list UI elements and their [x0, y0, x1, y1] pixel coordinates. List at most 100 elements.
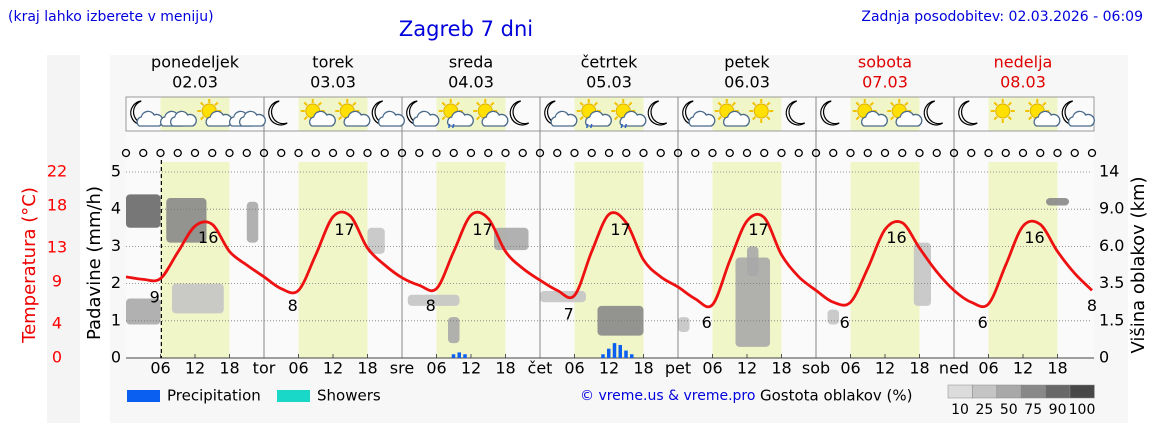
temp-label: 6: [840, 313, 850, 332]
sun-ray: [476, 115, 481, 121]
sun-ray: [628, 101, 633, 107]
sun-ray: [993, 115, 998, 121]
wind-calm: [1087, 148, 1097, 158]
wind-calm: [225, 148, 234, 158]
x-tick-label: 06: [150, 359, 170, 378]
x-tick-label: pet: [665, 359, 691, 378]
y2-tick-label: 14: [1099, 162, 1119, 181]
weather-icon: [820, 100, 840, 126]
precip-bar: [624, 350, 628, 358]
cloud-patch: [448, 317, 460, 344]
wind-calm: [190, 148, 200, 158]
temperature-line: [125, 210, 1093, 309]
sun-ray: [904, 101, 909, 107]
cloud-icon: [481, 110, 509, 127]
y-tick-label: 2: [111, 273, 121, 292]
rain-icon: [586, 123, 593, 129]
sun-ray: [490, 101, 495, 107]
sun-ray: [766, 101, 771, 107]
weather-icon: [852, 99, 888, 127]
sun-ray: [579, 101, 584, 107]
wind-calm: [432, 148, 441, 158]
left-band: [47, 55, 80, 423]
cloud-patch: [126, 194, 161, 228]
temp-label: 16: [886, 228, 906, 247]
wind-calm: [242, 148, 251, 158]
x-tick-label: 12: [875, 359, 895, 378]
cloud-icon: [412, 110, 440, 127]
wind-calm: [880, 148, 890, 158]
x-tick-label: 06: [288, 359, 308, 378]
precip-bar: [607, 348, 611, 358]
wind-calm: [173, 148, 182, 158]
day-name: torek: [312, 53, 354, 72]
sun-ray: [1007, 101, 1012, 107]
weather-icon: [268, 100, 288, 126]
wind-calm: [604, 148, 614, 158]
cloud-patch: [1046, 198, 1069, 206]
wind-calm: [1053, 148, 1062, 158]
daylight: [298, 162, 368, 358]
wind-calm: [259, 148, 269, 158]
wind-calm: [708, 148, 717, 158]
x-tick-label: 06: [840, 359, 860, 378]
cloud-patch: [747, 246, 759, 277]
sun-ray: [993, 101, 998, 107]
wind-calm: [535, 148, 545, 158]
wind-calm: [587, 148, 596, 158]
cloud-icon: [447, 110, 474, 127]
legend-swatch: [277, 390, 310, 402]
wind-calm: [518, 148, 527, 158]
wind-calm: [501, 148, 510, 158]
weather-icon: [438, 99, 474, 129]
temp-label: 8: [288, 296, 298, 315]
wind-calm: [898, 148, 907, 158]
updated: Zadnja posodobitev: 02.03.2026 - 06:09: [861, 9, 1143, 25]
temp-tick-label: 4: [52, 314, 62, 333]
weather-icon: [576, 99, 612, 129]
wind-calm: [553, 148, 562, 158]
sun-icon: [753, 103, 769, 119]
cloud-patch: [407, 294, 460, 306]
y-axis-title: Padavine (mm/h): [84, 186, 105, 340]
density-label: 50: [1000, 402, 1018, 418]
legend-swatch: [127, 390, 160, 402]
wind-calm: [1001, 148, 1010, 158]
day-date: 04.03: [448, 73, 494, 92]
temp-label: 17: [334, 220, 354, 239]
rain-icon: [448, 123, 455, 129]
x-tick-label: 18: [1047, 359, 1067, 378]
wind-calm: [121, 148, 131, 158]
y-tick-label: 1: [111, 310, 121, 329]
wind-calm: [863, 148, 872, 158]
sun-ray: [1042, 101, 1047, 107]
weather-icon: [335, 99, 371, 127]
temp-label: 7: [564, 304, 574, 323]
x-tick-label: 12: [185, 359, 205, 378]
x-tick-label: 06: [426, 359, 446, 378]
rain-icon: [620, 123, 627, 129]
cloud-icon: [688, 110, 716, 127]
day-date: 05.03: [586, 73, 632, 92]
wind-calm: [915, 148, 924, 158]
cloud-patch: [367, 227, 385, 254]
y-tick-label: 3: [111, 236, 121, 255]
wind-calm: [139, 148, 148, 158]
x-tick-label: 12: [323, 359, 343, 378]
daylight: [160, 162, 230, 358]
x-tick-label: tor: [253, 359, 276, 378]
density-label: 75: [1024, 402, 1042, 418]
x-tick-label: 18: [357, 359, 377, 378]
density-label: 90: [1049, 402, 1067, 418]
sun-ray: [455, 101, 460, 107]
temp-label: 16: [198, 228, 218, 247]
sun-ray: [441, 101, 446, 107]
sun-ray: [593, 101, 598, 107]
sun-ray: [317, 101, 322, 107]
day-date: 06.03: [724, 73, 770, 92]
cloud-icon: [861, 110, 888, 127]
sun-ray: [717, 101, 722, 107]
precip-bar: [612, 343, 617, 358]
sun-ray: [476, 101, 481, 107]
